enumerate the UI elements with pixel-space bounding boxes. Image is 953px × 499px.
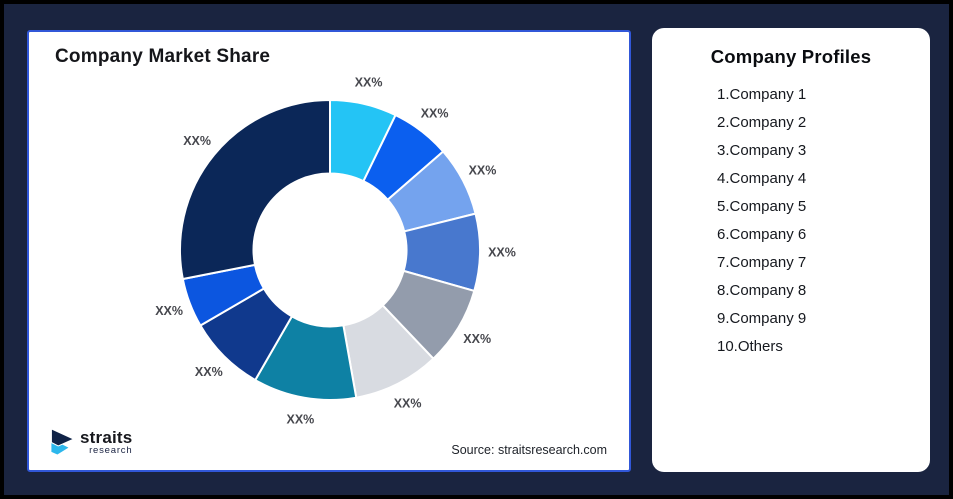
profiles-list: 1.Company 1 2.Company 2 3.Company 3 4.Compa… <box>652 81 930 361</box>
slice-label-company-1: XX% <box>355 75 383 89</box>
slice-label-company-8: XX% <box>195 365 223 379</box>
list-item: 9.Company 9 <box>717 310 807 327</box>
slice-label-company-7: XX% <box>287 412 315 426</box>
slice-label-company-3: XX% <box>469 164 497 178</box>
list-item: 1.Company 1 <box>717 86 807 103</box>
logo-wordmark-group: straits research <box>80 429 132 456</box>
market-share-panel: Company Market Share XX% XX% XX% XX% XX% XX% X… <box>27 30 631 472</box>
list-item: 5.Company 5 <box>717 198 807 215</box>
slice-label-company-4: XX% <box>488 246 516 260</box>
list-item: 2.Company 2 <box>717 114 807 131</box>
slice-label-company-9: XX% <box>155 304 183 318</box>
slice-label-company-2: XX% <box>421 106 449 120</box>
slice-label-company-6: XX% <box>394 397 422 411</box>
list-item: 7.Company 7 <box>717 254 807 271</box>
donut-slice-others <box>179 98 331 281</box>
donut-chart: XX% XX% XX% XX% XX% XX% XX% XX% XX% XX% <box>155 75 516 426</box>
profiles-title: Company Profiles <box>710 46 872 67</box>
list-item: 10.Others <box>717 338 783 355</box>
logo-wordmark: straits <box>80 428 133 447</box>
list-item: 6.Company 6 <box>717 226 807 243</box>
company-profiles-panel: Company Profiles 1.Company 1 2.Company 2 3… <box>652 28 930 472</box>
chart-title: Company Market Share <box>55 46 271 67</box>
slice-label-others: XX% <box>183 134 211 148</box>
straits-research-logo: straits research <box>49 428 132 457</box>
source-attribution: Source: straitsresearch.com <box>451 443 607 457</box>
list-item: 3.Company 3 <box>717 142 807 159</box>
list-item: 8.Company 8 <box>717 282 807 299</box>
straits-logo-icon <box>50 428 75 455</box>
list-item: 4.Company 4 <box>717 170 807 187</box>
logo-subtitle: research <box>89 445 133 456</box>
slice-label-company-5: XX% <box>463 332 491 346</box>
